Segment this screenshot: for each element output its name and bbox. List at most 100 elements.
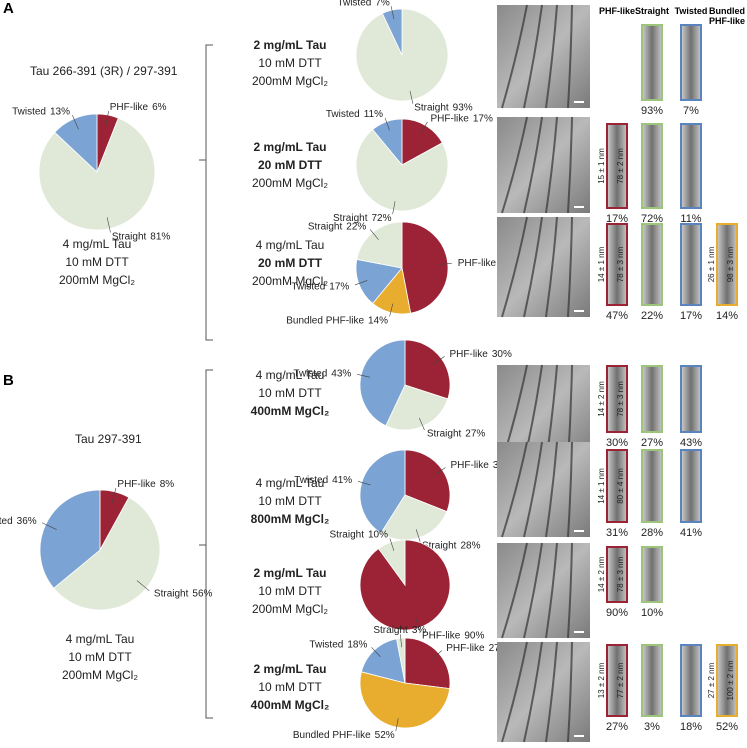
- fibril: [545, 116, 558, 214]
- slice-category: PHF-like: [446, 643, 485, 654]
- fibril-strip: [680, 365, 702, 433]
- slice-label: Straight 3%: [373, 625, 426, 636]
- slice-label: Straight 27%: [427, 428, 486, 439]
- slice-category: Straight: [308, 221, 343, 232]
- slice-label: PHF-like 8%: [117, 479, 174, 490]
- micrograph: [497, 117, 590, 213]
- condition: 4 mg/mL Tau: [63, 237, 132, 251]
- fibril-strip: [606, 223, 628, 306]
- strip-percent: 72%: [641, 213, 663, 225]
- slice-value: 3%: [412, 625, 427, 636]
- slice-label: PHF-like 6%: [110, 102, 167, 113]
- measurement: 78 ± 3 nm: [616, 381, 625, 417]
- slice-category: PHF-like: [449, 348, 488, 359]
- slice-value: 10%: [368, 529, 388, 540]
- fibril-strip: [680, 449, 702, 523]
- condition: 2 mg/mL Tau: [254, 38, 327, 52]
- strip-percent: 18%: [680, 721, 702, 733]
- slice-label: Twisted 7%: [337, 0, 389, 8]
- column-header: Straight: [634, 6, 669, 16]
- slice-label: PHF-like 30%: [449, 348, 511, 359]
- slice-value: 7%: [375, 0, 390, 8]
- condition: 10 mM DTT: [258, 680, 322, 694]
- micrograph: [497, 543, 590, 638]
- slice-category: Straight: [373, 625, 408, 636]
- micrograph: [497, 642, 590, 742]
- leader-line: [415, 529, 421, 542]
- fibril-strip: [606, 365, 628, 433]
- fibril: [523, 542, 543, 639]
- strip-percent: 7%: [683, 105, 699, 117]
- measurement: 78 ± 2 nm: [616, 148, 625, 184]
- slice-category: PHF-like: [431, 113, 470, 124]
- measurement: 15 ± 1 nm: [597, 148, 606, 184]
- fibril: [567, 4, 573, 109]
- leader-line: [72, 114, 79, 130]
- leader-line: [433, 355, 445, 365]
- condition: 2 mg/mL Tau: [254, 140, 327, 154]
- fibril: [523, 641, 543, 743]
- slice-value: 18%: [347, 639, 367, 650]
- condition: 20 mM DTT: [258, 256, 323, 270]
- column-header: PHF-like: [598, 6, 635, 16]
- slice-category: PHF-like: [450, 460, 489, 471]
- slice-label: Straight 10%: [330, 529, 389, 540]
- leader-line: [384, 117, 390, 131]
- chart-title: Tau 266-391 (3R) / 297-391: [30, 64, 178, 78]
- slice-label: Straight 72%: [333, 213, 392, 224]
- leader-line: [369, 229, 379, 240]
- slice-value: 17%: [473, 113, 493, 124]
- slice-label: Twisted 18%: [309, 639, 367, 650]
- measurement: 27 ± 2 nm: [707, 662, 716, 698]
- fibril: [523, 4, 543, 109]
- strip-percent: 47%: [606, 310, 628, 322]
- slice-value: 8%: [160, 479, 175, 490]
- slice-value: 22%: [346, 221, 366, 232]
- condition: 2 mg/mL Tau: [254, 566, 327, 580]
- slice-label: Twisted 17%: [291, 281, 349, 292]
- leader-line: [415, 619, 421, 632]
- leader-line: [106, 217, 111, 233]
- slice-category: Straight: [154, 588, 189, 599]
- slice-value: 14%: [368, 315, 388, 326]
- panel-label: B: [3, 372, 14, 389]
- slice-label: PHF-like 90%: [422, 630, 484, 641]
- fibril: [501, 216, 528, 318]
- strip-percent: 27%: [641, 437, 663, 449]
- fibril: [501, 542, 528, 639]
- condition: 4 mg/mL Tau: [256, 238, 325, 252]
- slice-category: Straight: [422, 540, 457, 551]
- pie-slice: [401, 221, 449, 314]
- measurement: 14 ± 2 nm: [597, 556, 606, 592]
- slice-label: Straight 81%: [112, 231, 171, 242]
- slice-category: Straight: [333, 213, 368, 224]
- leader-line: [392, 201, 396, 215]
- leader-line: [357, 374, 370, 378]
- measurement: 100 ± 2 nm: [726, 660, 735, 700]
- measurement: 78 ± 3 nm: [616, 556, 625, 592]
- slice-label: Straight 28%: [422, 540, 481, 551]
- slice-category: PHF-like: [458, 258, 497, 269]
- slice-category: Bundled PHF-like: [293, 730, 371, 741]
- leader-line: [390, 6, 395, 20]
- condition: 200mM MgCl₂: [252, 74, 328, 88]
- fibril: [567, 216, 573, 318]
- fibril: [501, 441, 528, 538]
- condition: 200mM MgCl₂: [252, 602, 328, 616]
- fibril-strip: [641, 644, 663, 717]
- slice-label: Bundled PHF-like 52%: [293, 730, 395, 741]
- measurement: 26 ± 1 nm: [707, 246, 716, 282]
- micrograph: [497, 5, 590, 108]
- condition: 200mM MgCl₂: [252, 176, 328, 190]
- condition: 4 mg/mL Tau: [256, 368, 325, 382]
- fibril-strip: [606, 644, 628, 717]
- fibril-strip: [680, 644, 702, 717]
- slice-label: PHF-like 17%: [431, 113, 493, 124]
- leader-line: [357, 481, 371, 486]
- fibril-strip: [680, 24, 702, 101]
- slice-category: Twisted: [309, 639, 343, 650]
- fibril: [523, 441, 543, 538]
- fibril: [501, 4, 528, 109]
